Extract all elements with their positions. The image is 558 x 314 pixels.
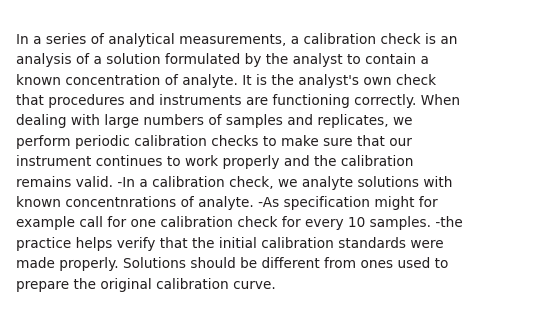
Text: In a series of analytical measurements, a calibration check is an
analysis of a : In a series of analytical measurements, … — [16, 33, 463, 291]
